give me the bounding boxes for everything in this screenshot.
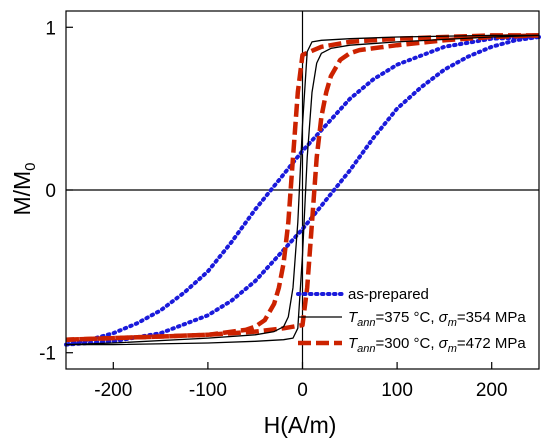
legend-label-300: Tann=300 °C, σm=472 MPa <box>348 335 526 355</box>
y-tick-label: 0 <box>45 181 56 202</box>
legend: as-prepared Tann=375 °C, σm=354 MPa Tann… <box>296 286 526 355</box>
series-1-ascending-line <box>66 34 540 346</box>
x-tick-label: 0 <box>297 380 308 401</box>
series-0-descending-line <box>64 35 541 347</box>
series-2-ascending-line <box>65 33 540 342</box>
y-axis-title-sub: 0 <box>22 162 39 170</box>
y-tick-label: 1 <box>45 18 56 39</box>
ticks-layer: -200 -100 0 100 200 1 0 -1 <box>39 18 507 401</box>
legend-label-as-prepared: as-prepared <box>348 286 429 303</box>
x-tick-label: 200 <box>476 380 508 401</box>
series-0-ascending-line <box>64 35 541 347</box>
x-tick-label: 100 <box>381 380 413 401</box>
y-tick-label: -1 <box>39 344 56 365</box>
series-1-descending-line <box>65 34 539 346</box>
y-axis-title-main: M/M <box>9 171 35 216</box>
x-tick-label: -100 <box>189 380 227 401</box>
series-layer <box>64 33 541 347</box>
legend-label-375: Tann=375 °C, σm=354 MPa <box>348 309 526 329</box>
plot-frame <box>65 10 540 370</box>
x-axis-title: H(A/m) <box>264 412 337 438</box>
y-axis-title: M/M0 <box>9 162 39 215</box>
x-tick-label: -200 <box>94 380 132 401</box>
